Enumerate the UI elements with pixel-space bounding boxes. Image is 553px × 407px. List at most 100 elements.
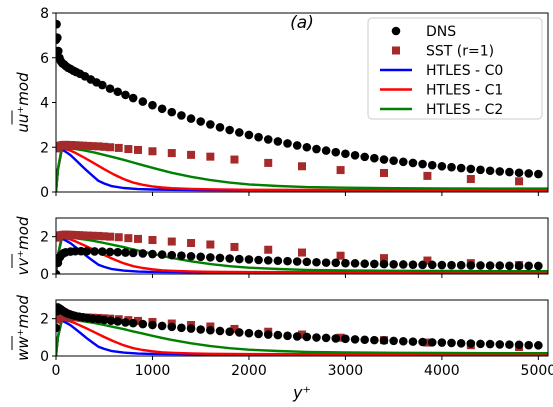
dns-point <box>505 261 514 271</box>
dns-point <box>206 253 215 262</box>
sst-point <box>264 245 273 254</box>
dns-point <box>148 320 157 330</box>
axes-frame <box>55 217 549 275</box>
dns-point <box>138 319 148 329</box>
dns-point <box>456 163 466 173</box>
sst-point <box>114 143 123 152</box>
legend-label: HTLES - C0 <box>426 63 503 79</box>
dns-point <box>292 141 302 150</box>
dns-point <box>476 261 485 270</box>
dns-point <box>447 162 456 172</box>
dns-point <box>524 169 534 178</box>
dns-point <box>225 125 234 135</box>
sst-point <box>515 177 524 186</box>
dns-point <box>56 323 61 333</box>
dns-point <box>186 114 196 123</box>
sst-point <box>423 338 432 347</box>
dns-point <box>398 336 408 346</box>
sst-point <box>167 237 176 246</box>
dns-point <box>215 123 225 132</box>
dns-point <box>427 260 437 270</box>
legend-dns-marker <box>391 26 401 36</box>
dns-point <box>514 261 524 271</box>
dns-point <box>234 128 244 137</box>
y-tick-label: 2 <box>40 140 49 156</box>
sst-point <box>83 141 92 150</box>
dns-point <box>476 165 485 175</box>
dns-point <box>534 169 543 179</box>
dns-point <box>56 19 61 29</box>
sst-point <box>230 242 239 251</box>
dns-point <box>389 336 398 346</box>
legend-label: DNS <box>426 24 456 40</box>
dns-point <box>379 155 389 164</box>
dns-point <box>437 260 447 270</box>
dns-point <box>408 260 418 269</box>
dns-point <box>273 330 283 340</box>
series-line <box>56 236 548 274</box>
dns-point <box>196 117 206 126</box>
dns-point <box>312 257 321 267</box>
panel-label: (a) <box>290 13 314 33</box>
plot-marks <box>56 230 548 274</box>
sst-point <box>88 142 97 151</box>
dns-point <box>167 322 177 332</box>
panel-2: 0 2 vv⁺mod <box>11 216 549 283</box>
dns-point <box>341 334 350 344</box>
y-tick-label: 6 <box>40 51 49 67</box>
dns-point <box>196 325 206 334</box>
dns-point <box>105 84 115 93</box>
dns-point <box>524 261 534 271</box>
dns-point <box>495 261 505 270</box>
dns-point <box>466 339 476 348</box>
sst-point <box>88 231 97 240</box>
sst-point <box>124 234 133 243</box>
dns-point <box>56 46 63 56</box>
dns-point <box>186 324 196 333</box>
dns-point <box>321 333 331 343</box>
dns-point <box>206 120 215 129</box>
sst-point <box>94 231 103 240</box>
dns-point <box>408 158 418 168</box>
dns-point <box>128 93 138 103</box>
dns-point <box>157 321 167 331</box>
dns-point <box>292 332 302 341</box>
sst-point <box>134 234 142 243</box>
dns-point <box>331 258 341 268</box>
dns-point <box>350 259 360 268</box>
plot-area <box>56 300 548 356</box>
dns-point <box>113 247 123 257</box>
dns-point <box>121 90 130 100</box>
dns-point <box>263 256 273 265</box>
sst-point <box>466 175 475 184</box>
dns-point <box>273 137 283 146</box>
dns-point <box>495 340 505 349</box>
sst-point <box>79 141 88 150</box>
dns-point <box>534 341 543 350</box>
sst-point <box>206 240 215 249</box>
sst-point <box>134 316 142 325</box>
dns-point <box>244 130 254 140</box>
series-line <box>56 318 548 356</box>
dns-point <box>283 139 292 148</box>
dns-point <box>292 257 302 266</box>
x-tick-label: 1000 <box>135 363 171 379</box>
dns-point <box>485 261 495 270</box>
plot-marks <box>56 19 548 192</box>
dns-point <box>99 315 109 325</box>
dns-point <box>302 142 312 152</box>
dns-point <box>138 249 148 258</box>
sst-point <box>230 324 239 333</box>
dns-point <box>514 340 524 350</box>
y-tick-label: 2 <box>40 312 49 328</box>
sst-point <box>230 155 239 164</box>
dns-point <box>437 338 447 347</box>
dns-point <box>418 260 427 270</box>
sst-point <box>83 231 92 240</box>
dns-point <box>398 260 408 269</box>
dns-point <box>456 339 466 348</box>
series-line <box>56 147 548 192</box>
x-tick-label: 5000 <box>521 363 553 379</box>
sst-point <box>167 149 176 158</box>
dns-point <box>113 87 123 97</box>
